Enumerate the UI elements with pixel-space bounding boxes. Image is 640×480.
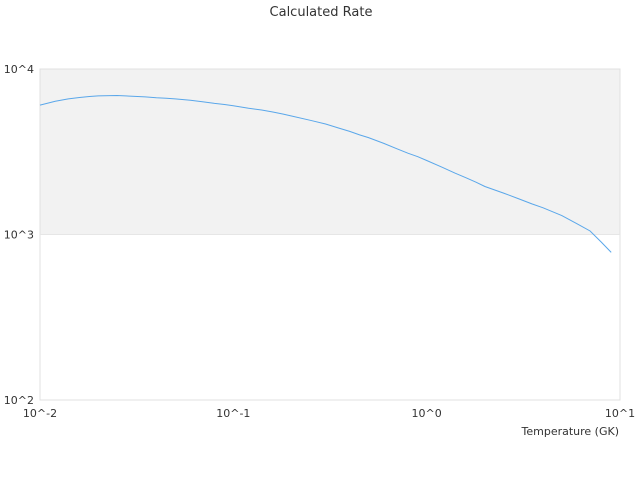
x-tick-label: 10^-1 — [216, 407, 250, 420]
y-tick-label: 10^3 — [4, 229, 34, 242]
x-axis-label: Temperature (GK) — [521, 425, 620, 438]
x-tick-label: 10^0 — [412, 407, 442, 420]
x-axis-ticks: 10^-2 10^-1 10^0 10^1 — [23, 407, 635, 420]
shaded-band — [40, 69, 620, 235]
chart-title: Calculated Rate — [270, 5, 373, 20]
y-tick-label: 10^2 — [4, 394, 34, 407]
y-tick-label: 10^4 — [4, 63, 34, 76]
series-line — [39, 94, 612, 253]
x-tick-label: 10^1 — [605, 407, 635, 420]
y-axis-ticks: 10^4 10^3 10^2 — [4, 63, 34, 407]
x-tick-label: 10^-2 — [23, 407, 57, 420]
